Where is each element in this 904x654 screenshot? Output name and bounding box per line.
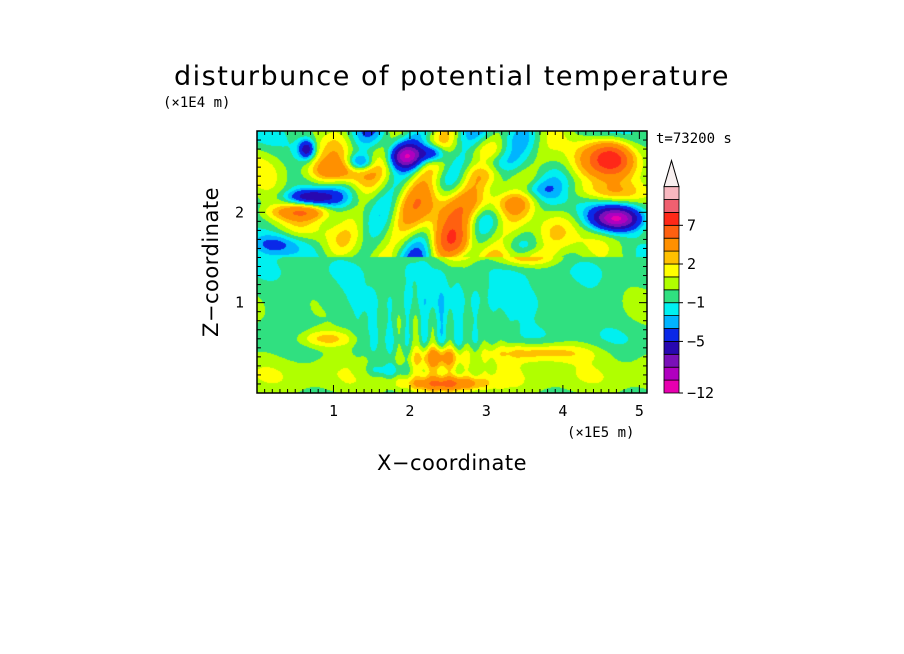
x-axis-label: X−coordinate <box>377 451 527 475</box>
colorbar-swatch <box>663 328 680 342</box>
colorbar-swatch <box>663 186 680 200</box>
colorbar-label: −1 <box>687 294 705 312</box>
colorbar-swatch <box>663 263 680 278</box>
plot-frame <box>256 130 648 394</box>
x-tick-label: 2 <box>405 402 414 420</box>
x-tick-label: 1 <box>329 402 338 420</box>
heatmap-field <box>257 131 647 393</box>
y-axis-ticks: 12 <box>235 130 647 385</box>
colorbar-swatch <box>663 340 680 355</box>
colorbar-extend-arrow <box>663 158 680 188</box>
colorbar-label: 7 <box>687 216 696 234</box>
colorbar-swatch <box>663 366 680 381</box>
chart-title: disturbunce of potential temperature <box>174 61 730 92</box>
colorbar-swatch <box>663 211 680 226</box>
y-axis-label: Z−coordinate <box>199 187 223 337</box>
colorbar-swatch <box>663 302 680 317</box>
colorbar-swatch <box>663 250 680 265</box>
colorbar-swatch <box>663 315 680 329</box>
colorbar-label: −12 <box>687 384 714 402</box>
y-scale-label: (×1E4 m) <box>163 95 230 111</box>
colorbar-swatch <box>663 237 680 252</box>
colorbar: −12−5−127 <box>663 158 714 402</box>
time-label: t=73200 s <box>656 131 732 147</box>
colorbar-swatch <box>663 224 680 239</box>
plot-area <box>256 130 648 394</box>
y-tick-label: 2 <box>235 203 244 221</box>
colorbar-label: 2 <box>687 255 696 273</box>
colorbar-swatch <box>663 289 680 304</box>
x-axis-ticks: 1 2 3 4 5 <box>264 131 648 420</box>
colorbar-label: −5 <box>687 332 705 350</box>
y-tick-label: 1 <box>235 294 244 312</box>
x-tick-label: 5 <box>635 402 644 420</box>
colorbar-swatch <box>663 276 680 291</box>
colorbar-swatch <box>663 353 680 368</box>
x-tick-label: 3 <box>482 402 491 420</box>
x-scale-label: (×1E5 m) <box>567 425 634 441</box>
x-tick-label: 4 <box>558 402 567 420</box>
colorbar-swatch <box>663 199 680 213</box>
colorbar-swatch <box>663 379 680 394</box>
